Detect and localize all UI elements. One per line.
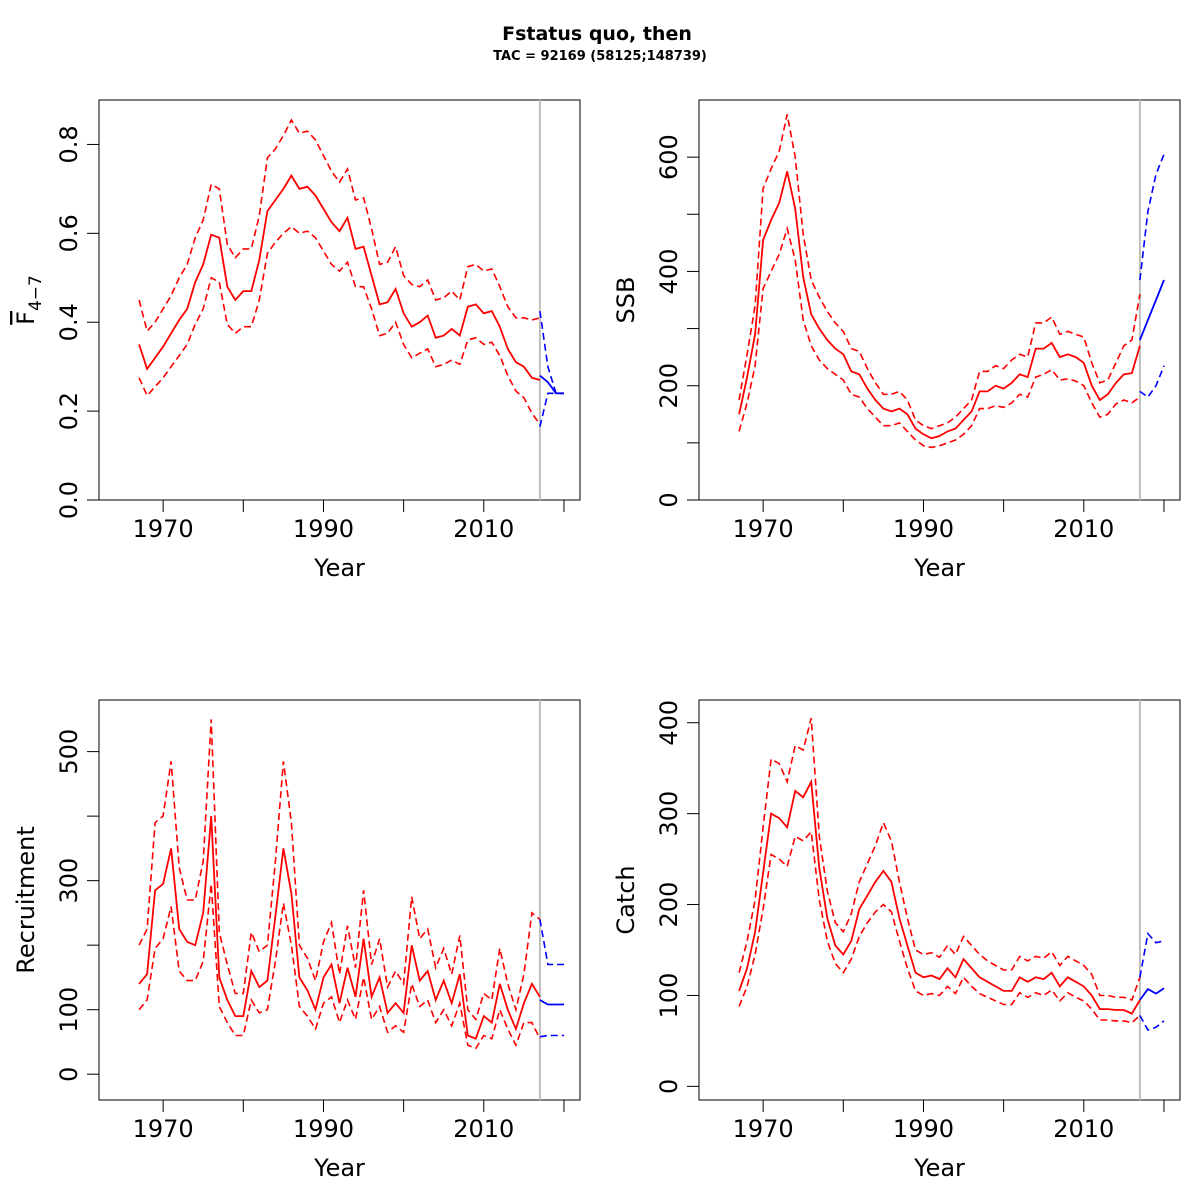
y-axis-label: Catch [612,865,640,934]
panel-bottom-left: 1970 1990 2010 0 100 300 500 Year Recruitment [12,699,581,1182]
forecast-lower-line [539,392,564,427]
forecast-upper-line [539,919,564,966]
panel-bottom-right: 1970 1990 2010 0 100 200 300 400 Year Catch [612,699,1181,1182]
x-tick-label: 1990 [293,1115,354,1143]
forecast-median-line [1139,279,1165,341]
y-axis-label-subscript: 4−7 [26,275,46,311]
y-tick-label: 300 [655,791,683,837]
y-axis-label: SSB [612,277,640,324]
historic-upper-line [738,718,1141,1002]
y-axis-label: Recruitment [12,826,40,973]
y-tick-label: 0.8 [55,125,83,163]
y-tick-label: 0 [55,1067,83,1082]
y-axis-label-text: Recruitment [12,826,40,973]
y-tick-label: 0 [655,492,683,507]
y-tick-label: 100 [55,987,83,1033]
y-axis-label-text: SSB [612,277,640,324]
x-axis-label: Year [913,554,965,582]
panel-top-left: 1970 1990 2010 0.0 0.2 0.4 0.6 0.8 Year F4−7 [12,99,581,582]
y-tick-label: 0.6 [55,214,83,252]
y-axis-label: F4−7 [12,275,46,325]
forecast-upper-line [539,310,564,395]
y-tick-label: 500 [55,729,83,775]
plot-frame [698,699,1181,1101]
historic-median-line [738,171,1141,440]
y-tick-label: 0 [655,1079,683,1094]
plot-frame [698,99,1181,501]
y-tick-label: 200 [655,882,683,928]
plot-frame [98,99,581,501]
y-tick-label: 200 [655,363,683,409]
historic-upper-line [738,114,1141,430]
y-axis-label-text: F [12,311,40,325]
x-tick-label: 2010 [453,1115,514,1143]
x-tick-label: 2010 [1053,515,1114,543]
forecast-median-line [1139,987,1165,1001]
historic-lower-line [138,225,541,425]
forecast-upper-line [1139,154,1165,281]
figure-subtitle: TAC = 92169 (58125;148739) [493,49,707,64]
historic-median-line [138,816,541,1040]
forecast-lower-line [1139,1015,1165,1031]
historic-lower-line [138,883,541,1050]
x-tick-label: 2010 [1053,1115,1114,1143]
historic-upper-line [138,118,541,333]
y-tick-label: 0.0 [55,481,83,519]
y-tick-label: 400 [655,249,683,295]
x-tick-label: 1990 [293,515,354,543]
historic-lower-line [738,829,1141,1024]
historic-upper-line [138,719,541,1022]
x-tick-label: 1990 [893,1115,954,1143]
historic-median-line [738,778,1141,1015]
x-axis-label: Year [313,1154,365,1182]
forecast-upper-line [1139,931,1165,978]
x-axis-label: Year [313,554,365,582]
y-tick-label: 0.4 [55,303,83,341]
plot-frame [98,699,581,1101]
x-tick-label: 1990 [893,515,954,543]
forecast-median-line [539,999,564,1006]
forecast-median-line [539,374,564,395]
y-tick-label: 400 [655,700,683,746]
y-tick-label: 600 [655,134,683,180]
figure-title: Fstatus quo, then [502,23,692,45]
x-tick-label: 1970 [733,515,794,543]
x-axis-label: Year [913,1154,965,1182]
x-tick-label: 2010 [453,515,514,543]
y-axis-label-text: Catch [612,865,640,934]
x-tick-label: 1970 [133,515,194,543]
forecast-lower-line [539,1034,564,1038]
historic-lower-line [738,225,1141,449]
y-tick-label: 300 [55,858,83,904]
forecast-lower-line [1139,365,1165,399]
y-tick-label: 0.2 [55,392,83,430]
x-tick-label: 1970 [133,1115,194,1143]
y-tick-label: 100 [655,973,683,1019]
historic-median-line [138,173,541,381]
x-tick-label: 1970 [733,1115,794,1143]
panel-top-right: 1970 1990 2010 0 200 400 600 Year SSB [612,99,1181,582]
